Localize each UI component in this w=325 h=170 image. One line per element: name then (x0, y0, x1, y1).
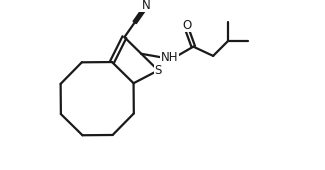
Text: S: S (154, 64, 162, 77)
Text: N: N (142, 0, 151, 12)
Text: NH: NH (161, 51, 178, 64)
Text: O: O (182, 19, 191, 32)
